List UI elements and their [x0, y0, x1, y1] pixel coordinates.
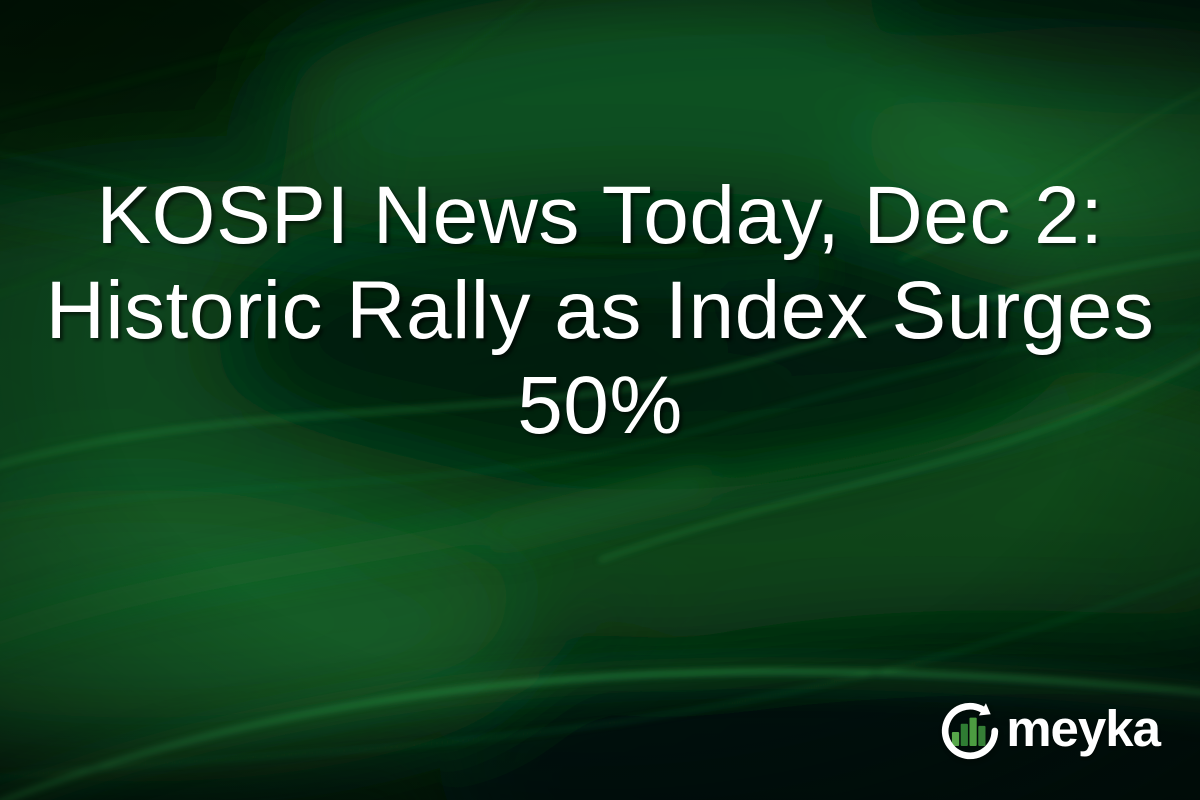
- headline-line-2: Historic Rally as Index Surges: [45, 265, 1155, 356]
- headline-line-1: KOSPI News Today, Dec 2:: [96, 170, 1104, 261]
- headline-title: KOSPI News Today, Dec 2: Historic Rally …: [0, 168, 1200, 453]
- brand-logo-text: meyka: [1006, 699, 1161, 757]
- brand-logo: meyka: [939, 699, 1161, 762]
- circular-arrow-bar-chart-icon: [942, 702, 999, 760]
- headline-line-3: 50%: [517, 360, 683, 451]
